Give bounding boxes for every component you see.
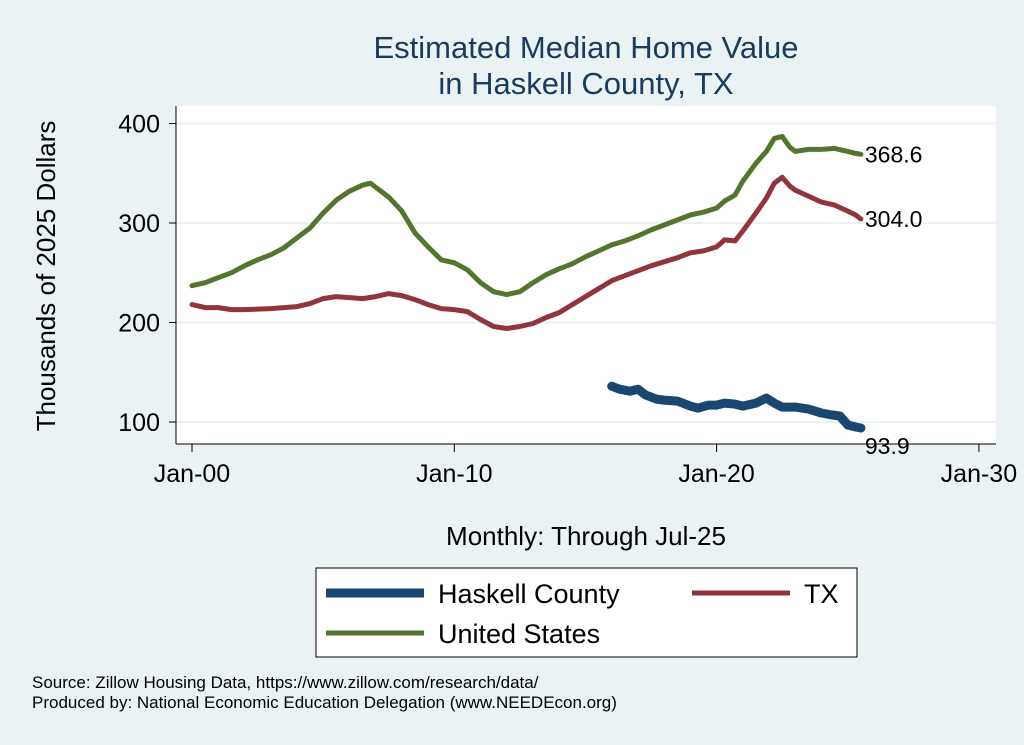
y-tick-label-100: 100 xyxy=(118,409,160,437)
y-tick-label-300: 300 xyxy=(118,210,160,238)
series-line-tx xyxy=(189,174,864,331)
end-label-haskell-county: 93.9 xyxy=(865,433,910,459)
producer-note: Produced by: National Economic Education… xyxy=(32,693,617,712)
y-tick-label-200: 200 xyxy=(118,310,160,338)
x-tick-label-3: Jan-30 xyxy=(941,460,1017,488)
legend-label-haskell: Haskell County xyxy=(438,579,620,609)
end-labels: 368.6 304.0 93.9 xyxy=(865,141,923,459)
x-tick-label-0: Jan-00 xyxy=(154,460,230,488)
legend-box xyxy=(315,567,858,658)
end-label-united-states: 368.6 xyxy=(865,141,923,167)
series-lines xyxy=(189,133,866,433)
legend-label-us: United States xyxy=(438,619,600,649)
legend: Haskell County TX United States xyxy=(315,567,858,658)
axes: 100 200 300 400 Jan-00 Jan-10 Jan-20 Jan-30 xyxy=(118,106,1017,488)
end-label-tx: 304.0 xyxy=(865,206,923,232)
x-tick-label-1: Jan-10 xyxy=(416,460,492,488)
y-tick-label-400: 400 xyxy=(118,111,160,139)
series-line-haskell-county xyxy=(607,381,866,433)
source-note: Source: Zillow Housing Data, https://www… xyxy=(32,673,539,692)
chart-title-line2: in Haskell County, TX xyxy=(438,66,734,101)
series-line-united-states xyxy=(189,133,864,298)
y-axis-label: Thousands of 2025 Dollars xyxy=(31,121,61,432)
plot-area xyxy=(176,106,996,444)
legend-label-tx: TX xyxy=(804,579,839,609)
x-tick-label-2: Jan-20 xyxy=(678,460,754,488)
chart-title-line1: Estimated Median Home Value xyxy=(373,30,798,65)
x-axis-label: Monthly: Through Jul-25 xyxy=(446,521,726,551)
